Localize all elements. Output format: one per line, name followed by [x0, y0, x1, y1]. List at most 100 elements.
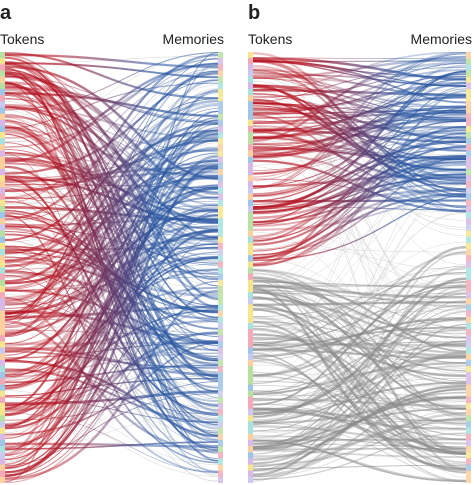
token-cell [0, 52, 5, 59]
memory-cell [218, 138, 223, 145]
memory-cell [218, 335, 223, 342]
link [252, 384, 467, 451]
memory-cell [218, 218, 223, 225]
link [4, 62, 219, 163]
link [4, 296, 219, 474]
link [252, 276, 467, 417]
link [252, 384, 467, 405]
memory-cell [218, 421, 223, 428]
token-cell [0, 285, 5, 293]
token-cell [248, 372, 253, 379]
memory-cell [466, 378, 471, 385]
token-cell [248, 378, 253, 385]
link [252, 449, 467, 458]
link [252, 60, 467, 88]
token-cell [0, 427, 5, 435]
token-cell [248, 285, 253, 293]
link [252, 147, 467, 223]
memory-stripe [466, 52, 471, 483]
token-cell [248, 168, 253, 176]
memory-cell [218, 415, 223, 422]
token-cell [0, 396, 5, 404]
memory-cell [466, 402, 471, 410]
link [4, 217, 219, 227]
memory-cell [218, 409, 223, 416]
token-cell [0, 132, 5, 139]
token-cell [248, 310, 253, 318]
tokens-label: Tokens [0, 31, 45, 47]
token-cell [248, 470, 253, 478]
memory-cell [218, 242, 223, 250]
token-cell [0, 168, 5, 176]
link [4, 70, 219, 255]
memory-cell [218, 119, 223, 127]
link [4, 223, 219, 313]
link [252, 173, 467, 223]
link [252, 57, 467, 60]
link [252, 438, 467, 442]
memory-cell [466, 279, 471, 287]
token-cell [0, 446, 5, 453]
token-cell [0, 255, 5, 262]
token-cell [0, 162, 5, 170]
link [252, 300, 467, 402]
link [4, 137, 219, 319]
link [252, 84, 467, 121]
token-cell [248, 230, 253, 238]
link [252, 289, 467, 329]
link [4, 442, 219, 448]
memory-cell [466, 335, 471, 342]
link [4, 70, 219, 483]
link [252, 136, 467, 174]
link [252, 398, 467, 430]
link [252, 375, 467, 464]
link [252, 52, 467, 92]
memory-cell [466, 101, 471, 108]
token-memory-flow-diagram [248, 52, 471, 483]
memory-cell [218, 347, 223, 355]
link [252, 118, 467, 125]
memory-cell [466, 58, 471, 65]
token-cell [0, 113, 5, 121]
link [252, 422, 467, 483]
link [4, 280, 219, 479]
memory-cell [218, 249, 223, 256]
memory-cell [218, 144, 223, 151]
link [4, 269, 219, 426]
memory-cell [466, 107, 471, 114]
token-cell [0, 267, 5, 275]
memory-cell [466, 316, 471, 324]
token-cell [248, 138, 253, 145]
token-cell [0, 341, 5, 348]
memory-cell [466, 113, 471, 121]
link [4, 214, 219, 464]
link [252, 57, 467, 81]
token-cell [0, 88, 5, 96]
link [4, 319, 219, 351]
memory-cell [218, 341, 223, 348]
link [4, 166, 219, 183]
memory-cell [218, 470, 223, 478]
memory-cell [218, 390, 223, 398]
memory-cell [218, 58, 223, 65]
token-cell [248, 70, 253, 78]
link [252, 401, 467, 439]
token-cell [0, 218, 5, 225]
token-cell [0, 95, 5, 102]
memory-cell [466, 88, 471, 96]
token-cell [0, 236, 5, 244]
token-cell [0, 273, 5, 281]
token-cell [248, 353, 253, 361]
memory-cell [466, 205, 471, 213]
link [252, 310, 467, 319]
memory-cell [466, 230, 471, 238]
memory-cell [466, 298, 471, 305]
memories-label: Memories [410, 31, 472, 47]
token-cell [0, 353, 5, 361]
memory-cell [466, 433, 471, 441]
token-cell [0, 384, 5, 392]
link [4, 248, 219, 275]
link [252, 195, 467, 288]
memory-cell [218, 366, 223, 373]
link [252, 125, 467, 208]
